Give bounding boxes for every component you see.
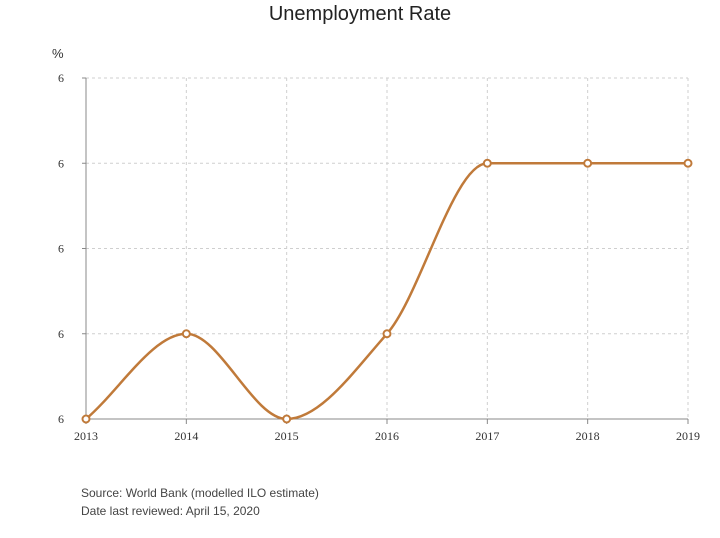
x-tick-label: 2017: [475, 429, 499, 443]
axes: [82, 77, 689, 424]
y-tick-label: 6: [58, 412, 64, 426]
x-tick-label: 2016: [375, 429, 399, 443]
data-point: [583, 158, 593, 168]
source-note: Source: World Bank (modelled ILO estimat…: [81, 486, 319, 500]
x-tick-labels: 2013 2014 2015 2016 2017 2018 2019: [74, 429, 700, 443]
y-axis-unit-label: %: [52, 46, 64, 61]
data-point: [382, 329, 392, 339]
data-point: [683, 158, 693, 168]
y-tick-label: 6: [58, 327, 64, 341]
x-tick-label: 2015: [275, 429, 299, 443]
x-tick-label: 2019: [676, 429, 700, 443]
data-point: [282, 414, 292, 424]
y-tick-labels: 6 6 6 6 6: [58, 71, 64, 426]
data-point: [81, 414, 91, 424]
x-tick-label: 2014: [174, 429, 198, 443]
x-tick-label: 2013: [74, 429, 98, 443]
chart-footer: Source: World Bank (modelled ILO estimat…: [81, 484, 319, 520]
y-tick-label: 6: [58, 71, 64, 85]
data-point: [482, 158, 492, 168]
data-point: [181, 329, 191, 339]
data-points: [81, 158, 693, 424]
grid: [86, 77, 689, 420]
last-reviewed-note: Date last reviewed: April 15, 2020: [81, 504, 260, 518]
x-tick-label: 2018: [576, 429, 600, 443]
chart-title: Unemployment Rate: [268, 3, 452, 25]
y-tick-label: 6: [58, 242, 64, 256]
y-tick-label: 6: [58, 156, 64, 170]
